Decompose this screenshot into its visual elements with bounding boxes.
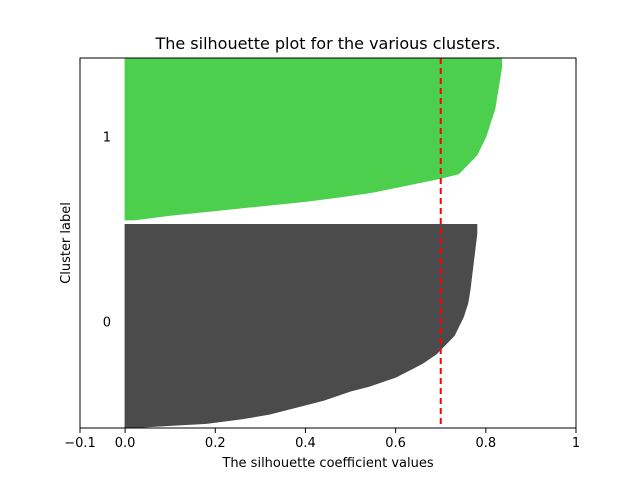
x-tick-label: 0.8: [475, 436, 496, 451]
y-axis-label: Cluster label: [59, 202, 74, 284]
x-tick-label: 1: [572, 436, 580, 451]
x-axis-label: The silhouette coefficient values: [221, 456, 433, 471]
x-tick-label: 0.4: [295, 436, 316, 451]
axes-frame: [79, 57, 577, 429]
cluster-1-label: 1: [103, 131, 111, 146]
chart-title: The silhouette plot for the various clus…: [154, 34, 500, 53]
clusters-layer: [124, 57, 503, 429]
x-tick-label: 0.6: [385, 436, 406, 451]
cluster-0-silhouette: [124, 224, 478, 429]
cluster-0-label: 0: [103, 316, 111, 331]
cluster-1-silhouette: [124, 57, 503, 221]
x-tick-label: 0.2: [205, 436, 226, 451]
x-ticks: −0.1 0.0 0.2 0.4 0.6 0.8 1: [64, 428, 580, 451]
y-ticks: 01: [103, 131, 111, 331]
x-tick-label: −0.1: [64, 436, 96, 451]
x-tick-label: 0.0: [115, 436, 136, 451]
